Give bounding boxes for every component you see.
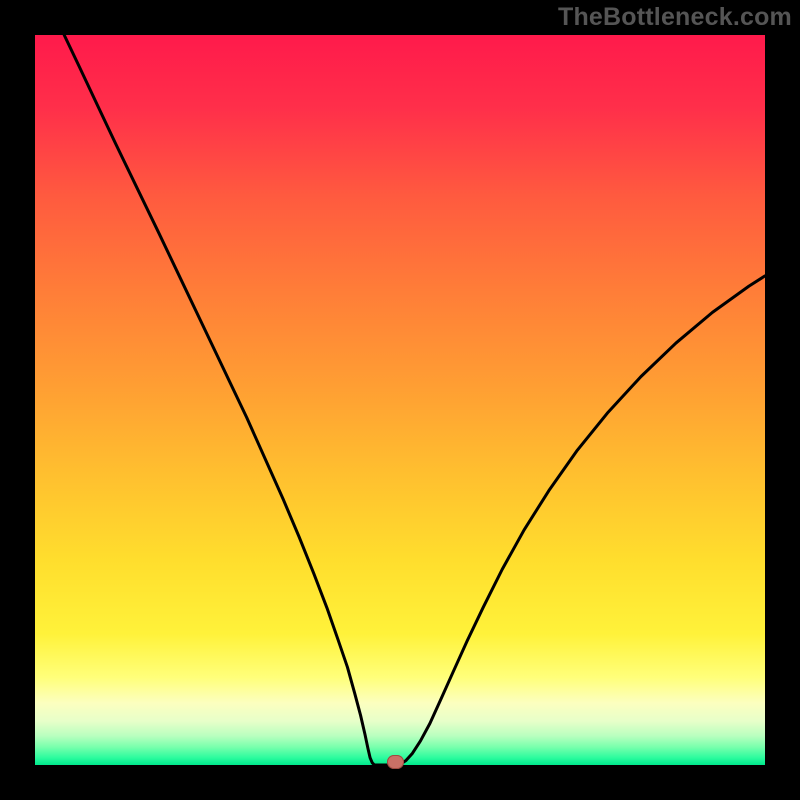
chart-frame: TheBottleneck.com: [0, 0, 800, 800]
border-left: [0, 0, 35, 800]
plot-area: [35, 35, 765, 765]
border-bottom: [0, 765, 800, 800]
bottleneck-curve: [35, 35, 765, 765]
optimum-marker: [387, 755, 404, 769]
border-right: [765, 0, 800, 800]
watermark-text: TheBottleneck.com: [558, 3, 792, 32]
